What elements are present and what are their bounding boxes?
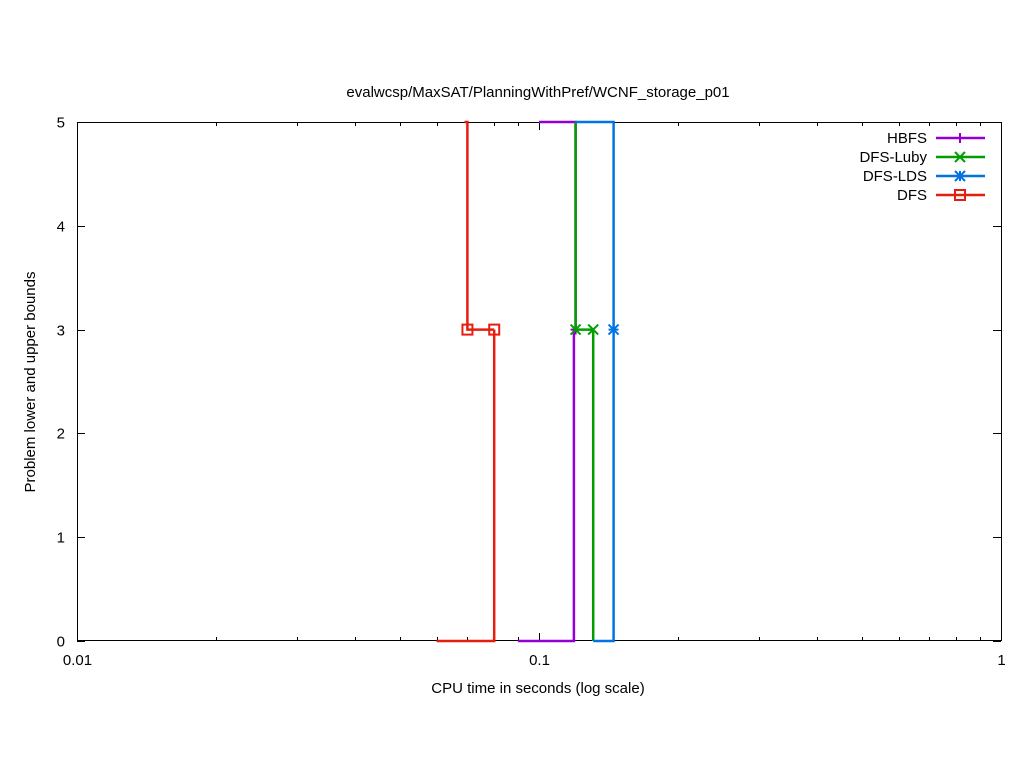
legend-marker bbox=[954, 170, 966, 182]
series-hbfs bbox=[517, 120, 581, 643]
x-axis-label: CPU time in seconds (log scale) bbox=[431, 680, 644, 697]
series-dfs-lds-point bbox=[607, 323, 620, 336]
legend-entry-hbfs: HBFS bbox=[887, 130, 985, 147]
series-dfs-luby bbox=[569, 122, 599, 641]
series-dfs-lds-lower-bound bbox=[593, 329, 615, 643]
series-dfs-lds-upper-bound bbox=[575, 120, 615, 330]
y-axis-label: Problem lower and upper bounds bbox=[22, 272, 39, 493]
series-dfs-lds bbox=[575, 120, 620, 643]
x-tick-label: 0.1 bbox=[529, 652, 550, 669]
legend-entry-dfs-luby: DFS-Luby bbox=[859, 149, 985, 166]
series-dfs-luby-upper-bound bbox=[574, 122, 594, 331]
legend-label: DFS bbox=[897, 187, 927, 204]
legend-marker bbox=[954, 151, 966, 163]
axis-ticks: 0 1 2 3 4 5 0.01 0.1 1 bbox=[57, 115, 1006, 670]
legend-entry-dfs-lds: DFS-LDS bbox=[863, 168, 985, 185]
plot-frame bbox=[77, 122, 1002, 641]
legend: HBFS DFS-Luby DFS-LDS DFS bbox=[859, 130, 985, 204]
series-dfs bbox=[436, 120, 501, 643]
y-tick-label: 1 bbox=[57, 530, 65, 547]
series-dfs-luby-point bbox=[569, 323, 582, 336]
y-tick-label: 3 bbox=[57, 323, 65, 340]
y-tick-label: 0 bbox=[57, 634, 65, 651]
legend-entry-dfs: DFS bbox=[897, 187, 985, 204]
series-dfs-lower-bound bbox=[436, 329, 496, 643]
series-dfs-upper-bound bbox=[464, 120, 495, 331]
legend-marker bbox=[955, 133, 965, 143]
series-hbfs-upper-bound bbox=[539, 120, 577, 330]
x-tick-label: 1 bbox=[997, 652, 1005, 669]
series-dfs-point bbox=[488, 323, 501, 336]
y-tick-label: 5 bbox=[57, 115, 65, 132]
legend-marker bbox=[954, 189, 966, 201]
legend-label: DFS-LDS bbox=[863, 168, 927, 185]
series-dfs-point bbox=[461, 323, 474, 336]
chart-title: evalwcsp/MaxSAT/PlanningWithPref/WCNF_st… bbox=[346, 84, 729, 101]
series-dfs-luby-point bbox=[587, 323, 599, 336]
legend-label: DFS-Luby bbox=[859, 149, 927, 166]
y-tick-label: 4 bbox=[57, 219, 65, 236]
y-tick-label: 2 bbox=[57, 426, 65, 443]
legend-label: HBFS bbox=[887, 130, 927, 147]
x-tick-label: 0.01 bbox=[63, 652, 92, 669]
series-layer bbox=[436, 120, 620, 643]
series-hbfs-lower-bound bbox=[517, 329, 576, 643]
